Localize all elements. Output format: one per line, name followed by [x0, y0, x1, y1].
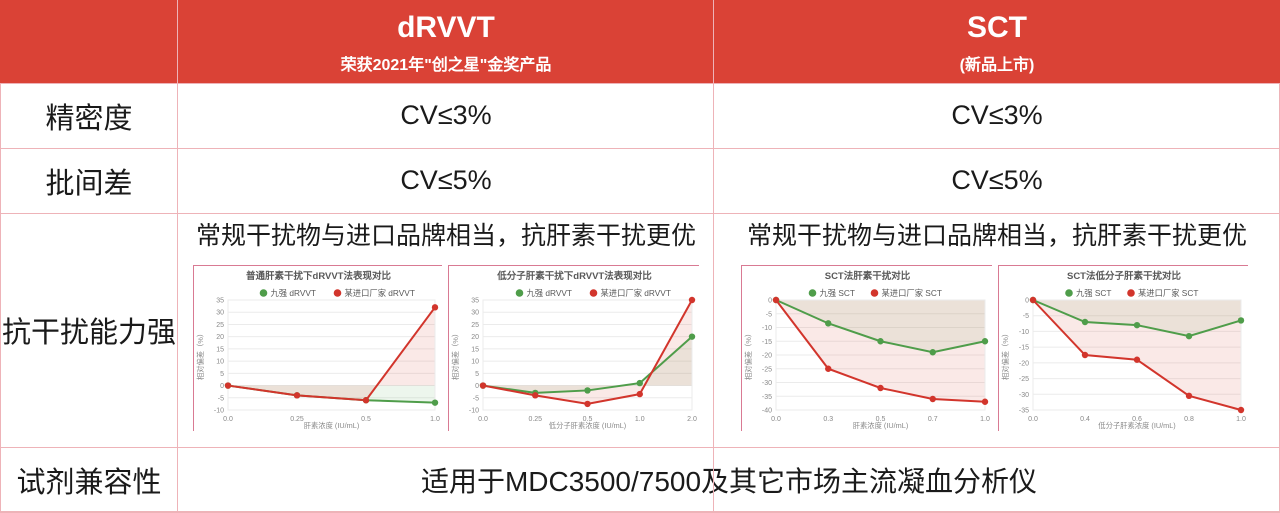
- svg-text:-15: -15: [1019, 345, 1029, 352]
- svg-text:0.25: 0.25: [290, 416, 304, 423]
- svg-text:15: 15: [471, 346, 479, 353]
- svg-text:某进口厂家 SCT: 某进口厂家 SCT: [882, 288, 942, 298]
- svg-text:肝素浓度 (IU/mL): 肝素浓度 (IU/mL): [304, 421, 360, 430]
- svg-text:九强 SCT: 九强 SCT: [820, 288, 856, 298]
- svg-text:低分子肝素干扰下dRVVT法表现对比: 低分子肝素干扰下dRVVT法表现对比: [496, 270, 652, 282]
- svg-text:-30: -30: [1019, 392, 1029, 399]
- svg-text:35: 35: [471, 298, 479, 305]
- svg-text:0: 0: [1025, 298, 1029, 305]
- svg-text:10: 10: [471, 359, 479, 366]
- svg-text:1.0: 1.0: [980, 416, 990, 423]
- svg-text:0: 0: [475, 383, 479, 390]
- svg-text:-10: -10: [762, 325, 772, 332]
- svg-text:SCT法肝素干扰对比: SCT法肝素干扰对比: [825, 270, 911, 282]
- svg-text:0.0: 0.0: [223, 416, 233, 423]
- svg-text:35: 35: [216, 298, 224, 305]
- svg-text:-15: -15: [762, 339, 772, 346]
- svg-text:相对偏差（%）: 相对偏差（%）: [744, 330, 753, 380]
- svg-text:-5: -5: [473, 395, 479, 402]
- svg-text:肝素浓度 (IU/mL): 肝素浓度 (IU/mL): [853, 421, 909, 430]
- svg-text:相对偏差（%）: 相对偏差（%）: [451, 330, 460, 380]
- svg-text:-35: -35: [762, 394, 772, 401]
- svg-text:-40: -40: [762, 408, 772, 415]
- svg-text:5: 5: [475, 371, 479, 378]
- svg-text:某进口厂家 SCT: 某进口厂家 SCT: [1138, 288, 1198, 298]
- svg-text:-10: -10: [469, 408, 479, 415]
- svg-text:低分子肝素浓度 (IU/mL): 低分子肝素浓度 (IU/mL): [1098, 421, 1175, 430]
- svg-text:某进口厂家 dRVVT: 某进口厂家 dRVVT: [345, 288, 415, 298]
- svg-text:-5: -5: [766, 311, 772, 318]
- svg-text:低分子肝素浓度 (IU/mL): 低分子肝素浓度 (IU/mL): [549, 421, 626, 430]
- svg-text:SCT法低分子肝素干扰对比: SCT法低分子肝素干扰对比: [1067, 270, 1182, 282]
- svg-text:20: 20: [471, 334, 479, 341]
- svg-text:-35: -35: [1019, 408, 1029, 415]
- svg-text:-10: -10: [214, 408, 224, 415]
- svg-text:0.3: 0.3: [823, 416, 833, 423]
- svg-text:0.0: 0.0: [478, 416, 488, 423]
- svg-text:1.0: 1.0: [635, 416, 645, 423]
- svg-text:30: 30: [216, 310, 224, 317]
- svg-text:15: 15: [216, 346, 224, 353]
- svg-text:0: 0: [768, 298, 772, 305]
- svg-text:相对偏差（%）: 相对偏差（%）: [196, 330, 205, 380]
- svg-text:10: 10: [216, 359, 224, 366]
- svg-text:-5: -5: [218, 395, 224, 402]
- svg-text:-25: -25: [1019, 376, 1029, 383]
- svg-text:九强 dRVVT: 九强 dRVVT: [271, 288, 317, 298]
- svg-text:2.0: 2.0: [687, 416, 697, 423]
- svg-text:25: 25: [471, 322, 479, 329]
- svg-text:1.0: 1.0: [430, 416, 440, 423]
- svg-text:-10: -10: [1019, 329, 1029, 336]
- svg-text:1.0: 1.0: [1236, 416, 1246, 423]
- svg-text:-30: -30: [762, 380, 772, 387]
- svg-text:0.8: 0.8: [1184, 416, 1194, 423]
- svg-text:20: 20: [216, 334, 224, 341]
- svg-text:相对偏差（%）: 相对偏差（%）: [1001, 330, 1010, 380]
- svg-text:某进口厂家 dRVVT: 某进口厂家 dRVVT: [601, 288, 671, 298]
- svg-text:0.5: 0.5: [361, 416, 371, 423]
- svg-text:0.25: 0.25: [528, 416, 542, 423]
- svg-text:九强 SCT: 九强 SCT: [1076, 288, 1112, 298]
- svg-text:0.7: 0.7: [928, 416, 938, 423]
- svg-text:0.0: 0.0: [771, 416, 781, 423]
- svg-text:30: 30: [471, 310, 479, 317]
- svg-text:-5: -5: [1023, 313, 1029, 320]
- svg-text:-25: -25: [762, 366, 772, 373]
- svg-text:0.0: 0.0: [1028, 416, 1038, 423]
- svg-text:0.4: 0.4: [1080, 416, 1090, 423]
- svg-text:25: 25: [216, 322, 224, 329]
- svg-text:九强 dRVVT: 九强 dRVVT: [527, 288, 573, 298]
- svg-text:0: 0: [220, 383, 224, 390]
- svg-text:-20: -20: [762, 353, 772, 360]
- svg-text:-20: -20: [1019, 360, 1029, 367]
- svg-text:普通肝素干扰下dRVVT法表现对比: 普通肝素干扰下dRVVT法表现对比: [246, 270, 391, 282]
- svg-text:5: 5: [220, 371, 224, 378]
